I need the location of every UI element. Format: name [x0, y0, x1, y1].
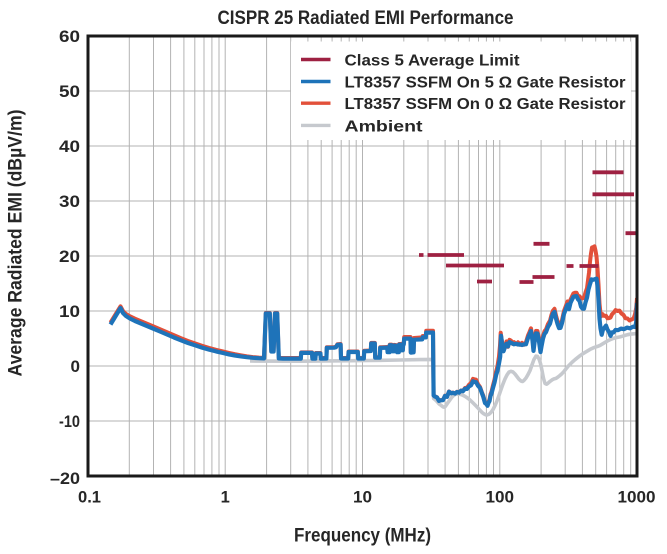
svg-text:50: 50	[59, 82, 80, 101]
svg-text:-10: -10	[59, 412, 80, 431]
svg-text:30: 30	[59, 192, 80, 211]
svg-text:20: 20	[59, 247, 80, 266]
svg-text:10: 10	[353, 488, 372, 506]
svg-text:Frequency (MHz): Frequency (MHz)	[294, 526, 431, 547]
svg-text:Average Radiated EMI (dBµV/m): Average Radiated EMI (dBµV/m)	[6, 110, 27, 377]
svg-text:60: 60	[59, 27, 80, 46]
svg-text:LT8357 SSFM On 5 Ω Gate Resist: LT8357 SSFM On 5 Ω Gate Resistor	[345, 74, 626, 91]
svg-text:–20: –20	[50, 469, 80, 488]
svg-text:Ambient: Ambient	[345, 118, 424, 135]
svg-text:0.1: 0.1	[78, 488, 101, 506]
svg-text:100: 100	[486, 488, 515, 506]
svg-text:10: 10	[59, 302, 80, 321]
svg-text:Class 5 Average Limit: Class 5 Average Limit	[345, 52, 521, 69]
svg-text:1000: 1000	[618, 488, 656, 506]
svg-text:1: 1	[221, 488, 230, 506]
svg-text:0: 0	[71, 357, 80, 376]
svg-text:CISPR 25 Radiated EMI Performa: CISPR 25 Radiated EMI Performance	[218, 8, 514, 29]
svg-text:LT8357 SSFM On 0 Ω Gate Resist: LT8357 SSFM On 0 Ω Gate Resistor	[345, 96, 626, 113]
svg-text:40: 40	[59, 137, 80, 156]
